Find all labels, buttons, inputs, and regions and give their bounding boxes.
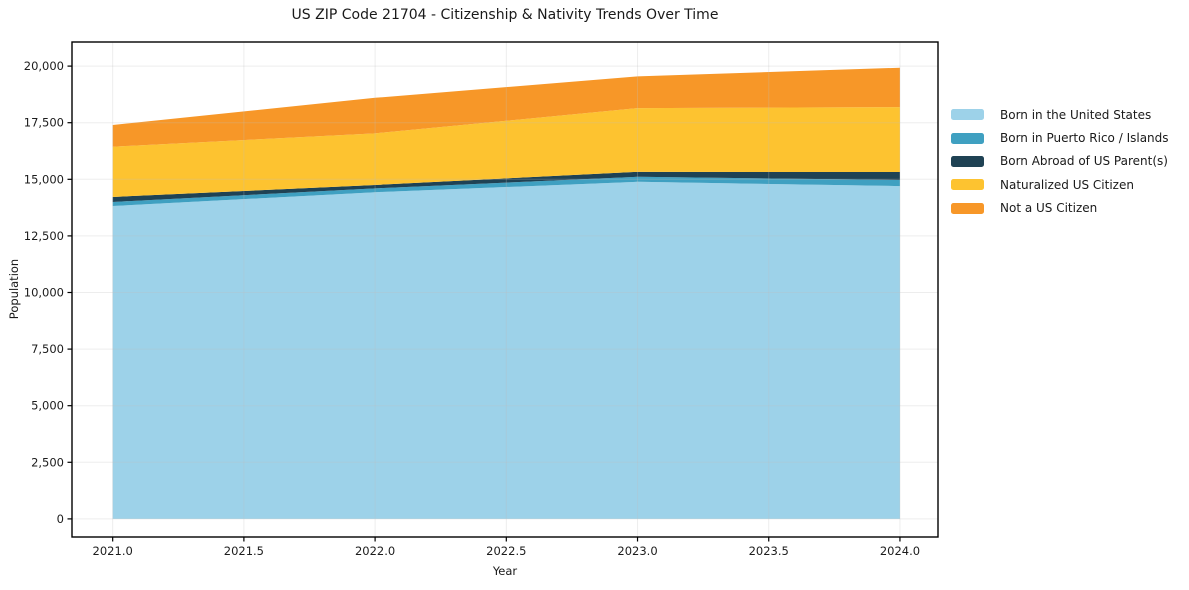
x-tick-label: 2023.5 xyxy=(749,544,789,558)
legend-item: Naturalized US Citizen xyxy=(951,173,1169,196)
x-axis-label: Year xyxy=(492,564,518,578)
area-series-2 xyxy=(112,171,900,202)
legend-item: Born in the United States xyxy=(951,103,1169,126)
y-tick-label: 2,500 xyxy=(31,455,64,469)
legend: Born in the United States Born in Puerto … xyxy=(951,103,1169,220)
plot-border xyxy=(71,41,939,538)
x-tick-label: 2023.0 xyxy=(617,544,657,558)
x-tick-label: 2021.0 xyxy=(93,544,133,558)
legend-label: Born in Puerto Rico / Islands xyxy=(1000,131,1169,146)
x-tick-label: 2021.5 xyxy=(224,544,264,558)
area-series-3 xyxy=(112,107,900,197)
legend-swatch xyxy=(951,155,984,167)
x-tick-label: 2022.0 xyxy=(355,544,395,558)
x-tick-label: 2022.5 xyxy=(486,544,526,558)
y-axis-label: Population xyxy=(7,258,21,320)
legend-item: Born in Puerto Rico / Islands xyxy=(951,126,1169,149)
legend-label: Born in the United States xyxy=(1000,107,1152,122)
legend-swatch xyxy=(951,132,984,144)
y-tick-label: 17,500 xyxy=(24,116,64,130)
y-tick-label: 5,000 xyxy=(31,399,64,413)
y-tick-label: 7,500 xyxy=(31,342,64,356)
y-tick-label: 0 xyxy=(57,512,64,526)
y-tick-label: 10,000 xyxy=(24,285,64,299)
legend-item: Not a US Citizen xyxy=(951,197,1169,220)
legend-swatch xyxy=(951,179,984,191)
legend-item: Born Abroad of US Parent(s) xyxy=(951,150,1169,173)
legend-swatch xyxy=(951,202,984,214)
y-tick-label: 20,000 xyxy=(24,59,64,73)
area-series-1 xyxy=(112,176,900,207)
legend-label: Naturalized US Citizen xyxy=(1000,177,1134,192)
y-tick-label: 15,000 xyxy=(24,172,64,186)
legend-label: Not a US Citizen xyxy=(1000,201,1098,216)
area-series-4 xyxy=(112,67,900,147)
legend-swatch xyxy=(951,109,984,121)
x-tick-label: 2024.0 xyxy=(880,544,920,558)
area-series-0 xyxy=(112,181,900,519)
chart-title: US ZIP Code 21704 - Citizenship & Nativi… xyxy=(291,7,719,23)
legend-label: Born Abroad of US Parent(s) xyxy=(1000,154,1168,169)
y-tick-label: 12,500 xyxy=(24,229,64,243)
